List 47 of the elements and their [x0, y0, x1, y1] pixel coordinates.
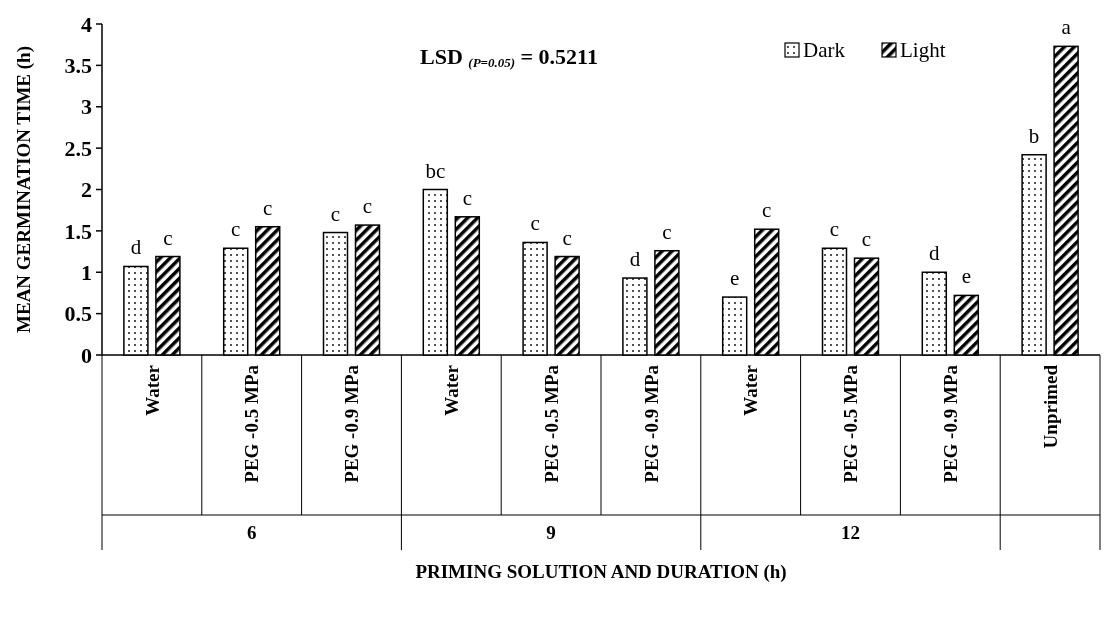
data-label: c: [861, 227, 872, 252]
data-label: c: [231, 217, 241, 242]
x-tick-label: Water: [141, 364, 163, 416]
data-label: c: [462, 185, 472, 210]
data-label: c: [330, 201, 341, 226]
x-tick-label: PEG -0.5 MPa: [840, 364, 862, 483]
y-tick-label: 4: [81, 11, 92, 37]
legend-label: Light: [900, 38, 946, 63]
text: 6: [246, 522, 257, 543]
legend-label: Dark: [803, 38, 846, 63]
data-label: d: [929, 241, 941, 266]
data-label: c: [163, 225, 173, 250]
y-tick-label: 2.5: [64, 135, 92, 161]
data-label: c: [562, 225, 572, 250]
y-tick-label: 1: [81, 259, 92, 285]
x-tick-label: PEG -0.5 MPa: [241, 364, 263, 483]
x-tick-label: PEG -0.5 MPa: [540, 364, 562, 483]
x-tick-label: Unprimed: [1039, 364, 1061, 449]
annotation: LSD $_{(P=0.05)}$ = 0.5211: [420, 44, 598, 70]
data-label: b: [1028, 123, 1040, 148]
y-tick-label: 0: [81, 342, 92, 368]
data-label: c: [263, 195, 273, 220]
x-tick-label: PEG -0.9 MPa: [640, 364, 662, 483]
data-label: d: [629, 247, 641, 272]
data-label: c: [662, 219, 672, 244]
data-label: c: [530, 211, 540, 236]
x-tick-label: PEG -0.9 MPa: [341, 364, 363, 483]
text: 12: [841, 522, 860, 543]
data-label: c: [829, 217, 840, 242]
y-tick-label: 3.5: [64, 53, 92, 79]
y-tick-label: 0.5: [64, 301, 92, 327]
data-label: e: [730, 266, 740, 291]
data-label: a: [1061, 15, 1072, 40]
x-tick-label: PEG -0.9 MPa: [939, 364, 961, 483]
data-label: d: [130, 235, 142, 260]
y-tick-label: 2: [81, 177, 92, 203]
data-label: c: [362, 194, 373, 219]
y-axis-title: MEAN GERMINATION TIME (h): [13, 46, 35, 333]
x-axis-title: PRIMING SOLUTION AND DURATION (h): [415, 561, 787, 583]
data-label: bc: [425, 158, 446, 183]
x-tick-label: Water: [740, 364, 762, 416]
y-tick-label: 1.5: [64, 218, 92, 244]
text: 9: [546, 522, 556, 543]
y-tick-label: 3: [81, 94, 92, 120]
data-label: e: [961, 264, 971, 289]
x-tick-label: Water: [440, 364, 462, 416]
data-label: c: [762, 198, 772, 223]
